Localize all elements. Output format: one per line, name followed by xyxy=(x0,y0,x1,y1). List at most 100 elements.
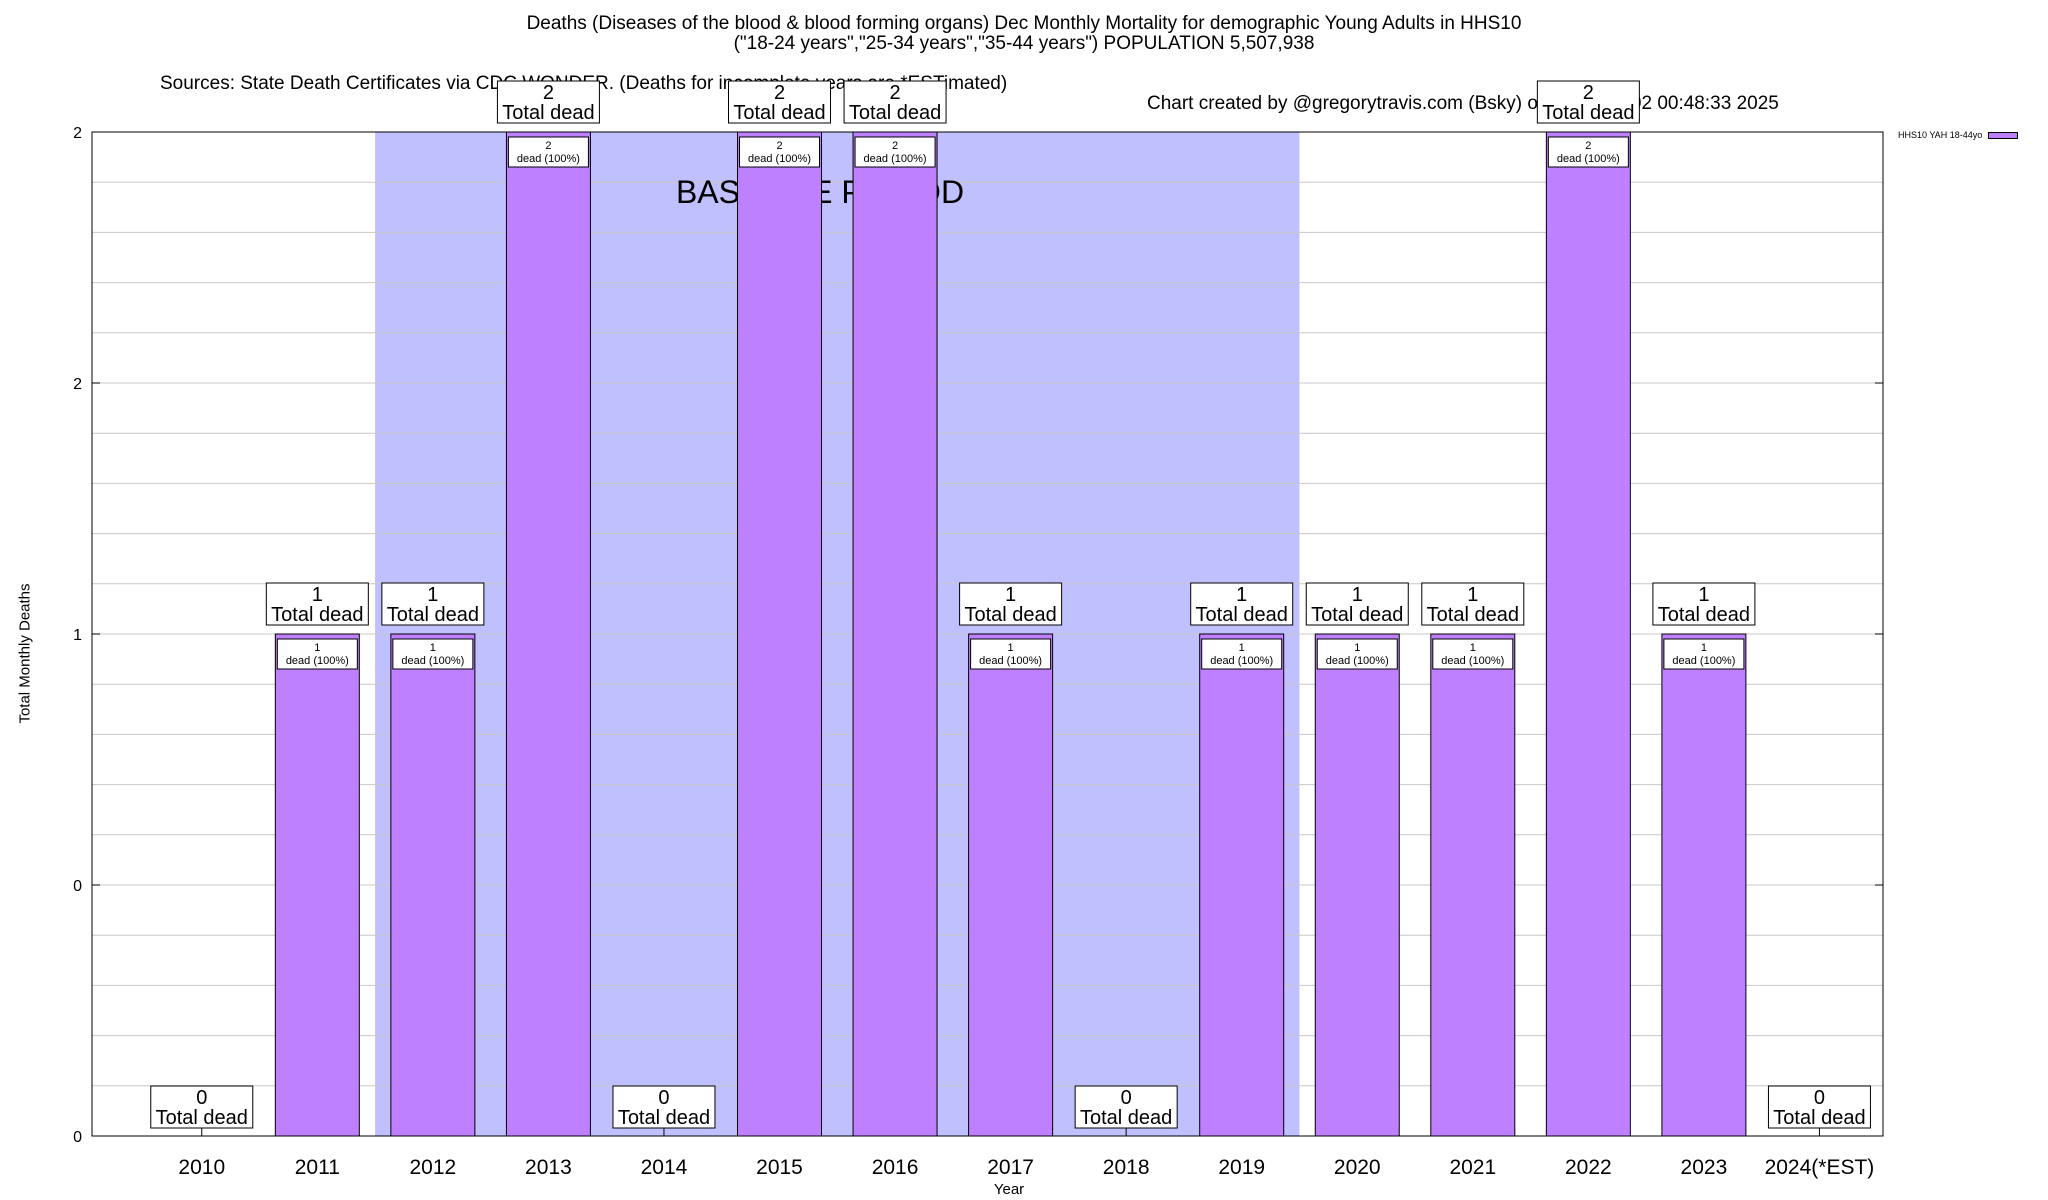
bar-data-label-count: 1 xyxy=(1354,642,1360,654)
total-label-box xyxy=(1767,1085,1871,1129)
x-tick-label: 2022 xyxy=(1565,1156,1612,1179)
total-label-value: 0 xyxy=(196,1087,207,1109)
bar-data-label-box xyxy=(1547,136,1629,168)
chart-subtitle: ("18-24 years","25-34 years","35-44 year… xyxy=(733,33,1315,54)
bar xyxy=(737,131,823,1137)
total-label-text: Total dead xyxy=(733,102,825,124)
total-label-box xyxy=(1421,582,1525,626)
total-label-box xyxy=(381,582,485,626)
bar xyxy=(1430,633,1516,1137)
x-tick-label: 2012 xyxy=(410,1156,457,1179)
total-label-text: Total dead xyxy=(1773,1107,1865,1129)
total-label-box xyxy=(265,582,369,626)
total-label-text: Total dead xyxy=(849,102,941,124)
bar-data-label-box xyxy=(1432,638,1514,670)
bar xyxy=(1661,633,1747,1137)
bar-data-label-box xyxy=(507,136,589,168)
bar xyxy=(1314,633,1400,1137)
y-tick-label: 2 xyxy=(73,125,82,142)
bar-data-label-box xyxy=(276,638,358,670)
y-tick-label: 0 xyxy=(73,1129,82,1146)
bar-data-label-count: 1 xyxy=(1701,642,1707,654)
legend-label: HHS10 YAH 18-44yo xyxy=(1898,130,1983,140)
bar xyxy=(274,633,360,1137)
bar-data-label-count: 2 xyxy=(892,140,898,152)
bar-data-label-percent: dead (100%) xyxy=(1210,655,1273,667)
x-tick-label: 2010 xyxy=(178,1156,225,1179)
total-label-value: 0 xyxy=(1121,1087,1132,1109)
bar-data-label-percent: dead (100%) xyxy=(517,153,580,165)
total-label-text: Total dead xyxy=(1658,604,1750,626)
x-tick-label: 2020 xyxy=(1334,1156,1381,1179)
bar-data-label-box xyxy=(739,136,821,168)
x-tick-label: 2021 xyxy=(1449,1156,1496,1179)
total-label-box xyxy=(1536,80,1640,124)
y-tick-label: 2 xyxy=(73,376,82,393)
x-tick-label: 2014 xyxy=(641,1156,688,1179)
x-tick-label: 2024(*EST) xyxy=(1765,1156,1875,1179)
total-label-box xyxy=(1305,582,1409,626)
x-tick-label: 2018 xyxy=(1103,1156,1150,1179)
bar-data-label-box xyxy=(1663,638,1745,670)
bar xyxy=(852,131,938,1137)
bar-data-label-percent: dead (100%) xyxy=(286,655,349,667)
total-label-value: 1 xyxy=(1467,584,1478,606)
x-tick-label: 2019 xyxy=(1218,1156,1265,1179)
total-label-text: Total dead xyxy=(1311,604,1403,626)
bar xyxy=(1545,131,1631,1137)
bar-data-label-box xyxy=(1201,638,1283,670)
x-axis-label: Year xyxy=(993,1181,1025,1198)
bar-data-label-count: 1 xyxy=(1470,642,1476,654)
bar-data-label-count: 1 xyxy=(1239,642,1245,654)
bar-data-label-box xyxy=(854,136,936,168)
bar-data-label-percent: dead (100%) xyxy=(1441,655,1504,667)
total-label-value: 1 xyxy=(1352,584,1363,606)
x-tick-label: 2016 xyxy=(872,1156,919,1179)
total-label-value: 2 xyxy=(889,82,900,104)
x-tick-label: 2015 xyxy=(756,1156,803,1179)
bar-data-label-percent: dead (100%) xyxy=(1672,655,1735,667)
total-label-value: 2 xyxy=(543,82,554,104)
total-label-box xyxy=(1190,582,1294,626)
total-label-text: Total dead xyxy=(964,604,1056,626)
total-label-box xyxy=(496,80,600,124)
total-label-text: Total dead xyxy=(1427,604,1519,626)
total-label-text: Total dead xyxy=(156,1107,248,1129)
total-label-box xyxy=(843,80,947,124)
total-label-box xyxy=(959,582,1063,626)
total-label-value: 2 xyxy=(1583,82,1594,104)
total-label-box xyxy=(612,1085,716,1129)
bar-data-label-count: 2 xyxy=(545,140,551,152)
total-label-box xyxy=(728,80,832,124)
total-label-text: Total dead xyxy=(271,604,363,626)
total-label-value: 1 xyxy=(1698,584,1709,606)
bar-data-label-count: 1 xyxy=(430,642,436,654)
bar-data-label-percent: dead (100%) xyxy=(1326,655,1389,667)
bar-data-label-box xyxy=(392,638,474,670)
total-label-value: 1 xyxy=(1236,584,1247,606)
legend-swatch xyxy=(1988,131,2019,139)
total-label-text: Total dead xyxy=(1080,1107,1172,1129)
total-label-value: 0 xyxy=(658,1087,669,1109)
bar-data-label-percent: dead (100%) xyxy=(401,655,464,667)
y-tick-label: 1 xyxy=(73,627,82,644)
bar-data-label-percent: dead (100%) xyxy=(864,153,927,165)
total-label-box xyxy=(1074,1085,1178,1129)
total-label-text: Total dead xyxy=(618,1107,710,1129)
bar-data-label-count: 1 xyxy=(314,642,320,654)
total-label-text: Total dead xyxy=(1196,604,1288,626)
total-label-box xyxy=(150,1085,254,1129)
x-tick-label: 2023 xyxy=(1681,1156,1728,1179)
x-tick-label: 2017 xyxy=(987,1156,1034,1179)
x-tick-label: 2013 xyxy=(525,1156,572,1179)
total-label-value: 2 xyxy=(774,82,785,104)
legend: HHS10 YAH 18-44yo xyxy=(1898,130,2019,140)
bar-data-label-percent: dead (100%) xyxy=(748,153,811,165)
total-label-value: 1 xyxy=(312,584,323,606)
bar-data-label-box xyxy=(1316,638,1398,670)
chart-title: Deaths (Diseases of the blood & blood fo… xyxy=(526,13,1522,34)
total-label-box xyxy=(1652,582,1756,626)
total-label-value: 1 xyxy=(427,584,438,606)
bar xyxy=(968,633,1054,1137)
